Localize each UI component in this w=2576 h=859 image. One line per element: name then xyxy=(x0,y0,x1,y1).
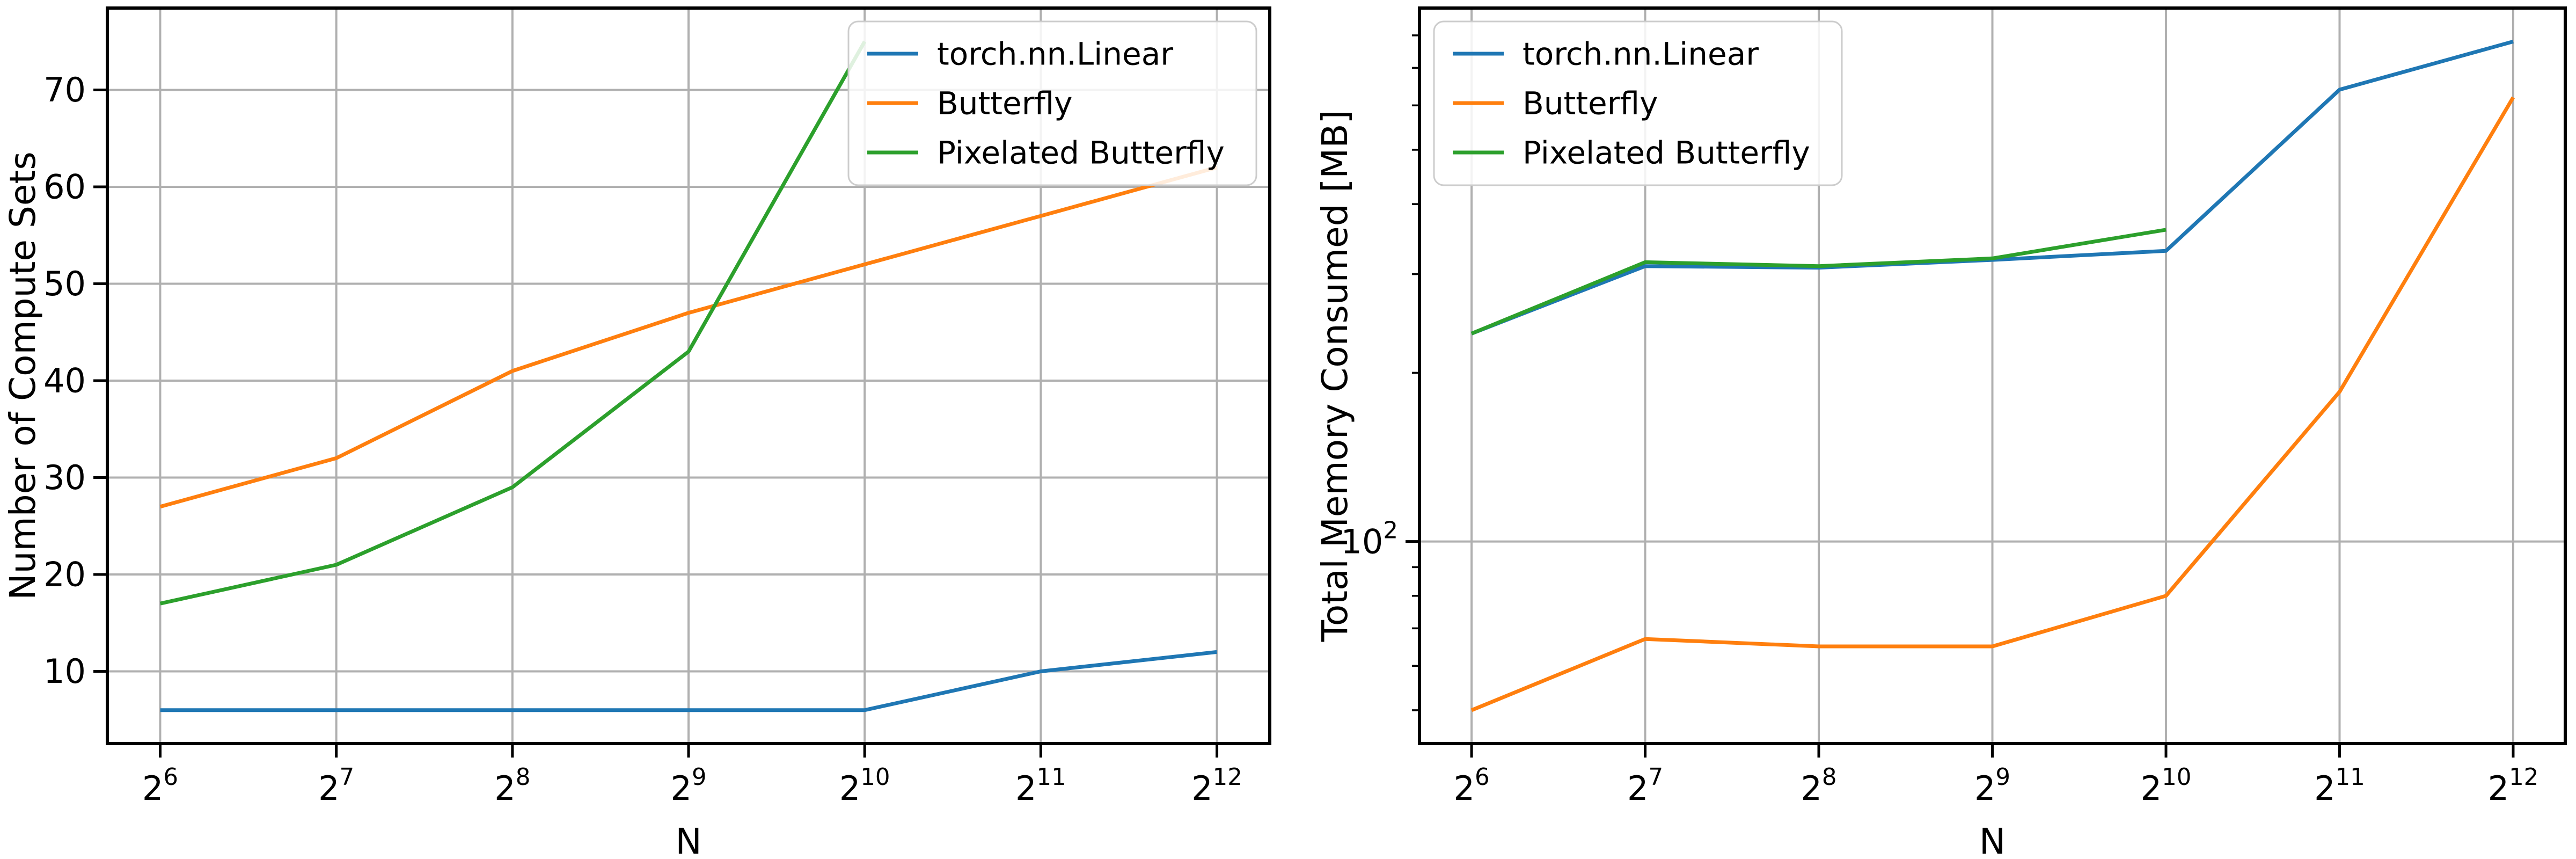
x-tick-label: 28 xyxy=(1801,764,1836,808)
x-tick-label: 29 xyxy=(670,764,706,808)
legend: torch.nn.Linear Butterfly Pixelated Butter… xyxy=(1433,20,1843,186)
legend-label-butterfly: Butterfly xyxy=(1523,85,1658,121)
y-tick-label: 102 xyxy=(1341,517,1398,561)
line-pixelated-butterfly xyxy=(1470,228,2167,336)
line-torch-nn-linear xyxy=(160,650,1217,712)
y-tick-label: 40 xyxy=(43,361,86,401)
x-tick-label: 212 xyxy=(1191,764,1242,808)
line-pixelated-butterfly xyxy=(159,40,867,606)
left-chart: 26 27 28 29 210 211 212 N 10 20 30 40 50 60 70 Number o… xyxy=(2,6,1271,859)
y-tick-label: 60 xyxy=(43,168,86,207)
legend-label-pixelated-butterfly: Pixelated Butterfly xyxy=(1523,134,1810,171)
legend-box xyxy=(1433,20,1843,186)
legend-label-pixelated-butterfly: Pixelated Butterfly xyxy=(937,134,1225,171)
line-butterfly xyxy=(159,165,1218,509)
legend: torch.nn.Linear Butterfly Pixelated Butter… xyxy=(847,20,1257,186)
x-tick-label: 26 xyxy=(1454,764,1490,808)
y-tick-label: 50 xyxy=(43,264,86,303)
x-axis: 26 27 28 29 210 211 212 N xyxy=(142,744,1242,859)
legend-box xyxy=(847,20,1257,186)
x-tick-label: 28 xyxy=(494,764,530,808)
x-tick-label: 27 xyxy=(318,764,354,808)
x-axis: 26 27 28 29 210 211 212 N xyxy=(1454,744,2539,859)
y-tick-label: 70 xyxy=(43,70,86,110)
x-tick-label: 26 xyxy=(142,764,178,808)
x-tick-label: 29 xyxy=(1974,764,2010,808)
line-butterfly xyxy=(1470,96,2515,712)
x-tick-label: 27 xyxy=(1627,764,1663,808)
y-tick-label: 20 xyxy=(43,555,86,594)
y-axis-label: Total Memory Consumed [MB] xyxy=(1314,110,1356,643)
x-tick-label: 212 xyxy=(2488,764,2539,808)
y-tick-label: 10 xyxy=(43,652,86,691)
y-axis: 10 20 30 40 50 60 70 Number of Compute Sets xyxy=(2,70,107,691)
legend-label-butterfly: Butterfly xyxy=(937,85,1072,121)
grid xyxy=(1419,8,2565,744)
x-axis-label: N xyxy=(675,821,701,859)
y-tick-label: 30 xyxy=(43,458,86,497)
series-lines xyxy=(1470,40,2515,712)
y-axis-label: Number of Compute Sets xyxy=(2,151,43,600)
legend-label-torch-nn-linear: torch.nn.Linear xyxy=(1523,35,1759,72)
x-tick-label: 211 xyxy=(1015,764,1066,808)
x-tick-label: 210 xyxy=(2141,764,2192,808)
x-axis-label: N xyxy=(1979,821,2006,859)
x-tick-label: 210 xyxy=(839,764,890,808)
legend-label-torch-nn-linear: torch.nn.Linear xyxy=(937,35,1173,72)
x-tick-label: 211 xyxy=(2314,764,2365,808)
series-lines xyxy=(159,40,1218,712)
